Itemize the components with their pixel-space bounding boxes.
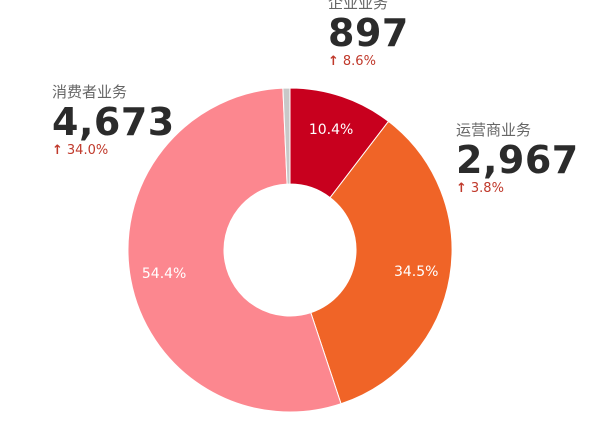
slice-carrier (310, 120, 453, 405)
annotation-change: ↑ 8.6% (328, 54, 409, 70)
annotation-change: ↑ 34.0% (52, 143, 175, 159)
annotation-value: 2,967 (456, 138, 579, 182)
annotation-change: ↑ 3.8% (456, 181, 579, 197)
annotation-change-value: 8.6% (342, 54, 376, 69)
annotation-change-value: 34.0% (66, 143, 109, 158)
label-carrier: 34.5% (394, 264, 438, 280)
annotation-enterprise: 企业业务 897 ↑ 8.6% (328, 0, 409, 70)
slice-labels: 10.4% 34.5% 54.4% (142, 122, 439, 282)
slice-other (282, 87, 291, 185)
annotation-name: 消费者业务 (52, 83, 128, 101)
donut-slices (127, 87, 453, 413)
arrow-up-icon: ↑ (52, 143, 63, 158)
annotation-name: 企业业务 (328, 0, 389, 12)
annotation-change-value: 3.8% (470, 181, 504, 196)
slice-consumer (127, 87, 342, 413)
annotation-carrier: 运营商业务 2,967 ↑ 3.8% (456, 121, 579, 197)
arrow-up-icon: ↑ (328, 54, 339, 69)
arrow-up-icon: ↑ (456, 181, 467, 196)
annotation-value: 4,673 (52, 100, 175, 144)
annotation-name: 运营商业务 (456, 121, 532, 139)
label-enterprise: 10.4% (309, 122, 353, 138)
annotation-value: 897 (328, 11, 409, 55)
annotation-consumer: 消费者业务 4,673 ↑ 34.0% (52, 83, 175, 159)
label-consumer: 54.4% (142, 266, 186, 282)
